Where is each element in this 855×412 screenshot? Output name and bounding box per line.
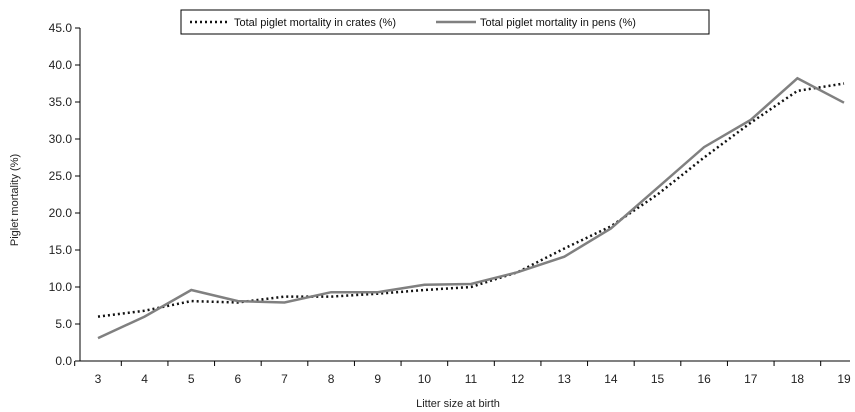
y-tick-label: 25.0 — [49, 169, 73, 183]
y-tick-label: 45.0 — [49, 21, 73, 35]
legend-label-pens: Total piglet mortality in pens (%) — [480, 17, 636, 29]
y-axis-title: Piglet mortality (%) — [9, 154, 21, 246]
x-tick-label: 16 — [697, 372, 711, 386]
x-tick-label: 14 — [604, 372, 618, 386]
x-tick-label: 10 — [418, 372, 432, 386]
x-tick-label: 8 — [328, 372, 335, 386]
x-tick-label: 15 — [651, 372, 665, 386]
x-tick-label: 5 — [188, 372, 195, 386]
legend-label-crates: Total piglet mortality in crates (%) — [234, 17, 396, 29]
x-tick-label: 3 — [95, 372, 102, 386]
series-line-pens — [97, 76, 845, 340]
x-tick-label: 4 — [141, 372, 148, 386]
series-layer — [97, 76, 845, 340]
x-tick-label: 18 — [791, 372, 805, 386]
x-tick-label: 11 — [465, 372, 478, 386]
x-tick-label: 7 — [281, 372, 288, 386]
y-tick-label: 20.0 — [49, 206, 73, 220]
x-tick-label: 17 — [744, 372, 758, 386]
x-tick-label: 12 — [511, 372, 525, 386]
x-axis-ticks: 3 4 5 6 7 8 9 10 11 12 13 14 15 16 17 18 19 — [74, 361, 851, 386]
x-axis-title: Litter size at birth — [416, 398, 500, 410]
y-tick-label: 15.0 — [49, 243, 73, 257]
x-tick-label: 13 — [558, 372, 572, 386]
y-tick-label: 0.0 — [55, 354, 72, 368]
y-tick-label: 40.0 — [49, 58, 73, 72]
x-tick-label: 6 — [235, 372, 242, 386]
x-tick-label: 9 — [374, 372, 381, 386]
y-tick-label: 5.0 — [55, 317, 72, 331]
legend: Total piglet mortality in crates (%) Tot… — [180, 9, 710, 35]
y-tick-label: 30.0 — [49, 132, 73, 146]
y-tick-label: 35.0 — [49, 95, 73, 109]
y-axis-ticks: 0.0 5.0 10.0 15.0 20.0 25.0 30.0 35.0 40.0 45.0 — [49, 21, 80, 368]
series-line-crates — [97, 82, 845, 318]
y-tick-label: 10.0 — [49, 280, 73, 294]
x-tick-label: 19 — [837, 372, 851, 386]
